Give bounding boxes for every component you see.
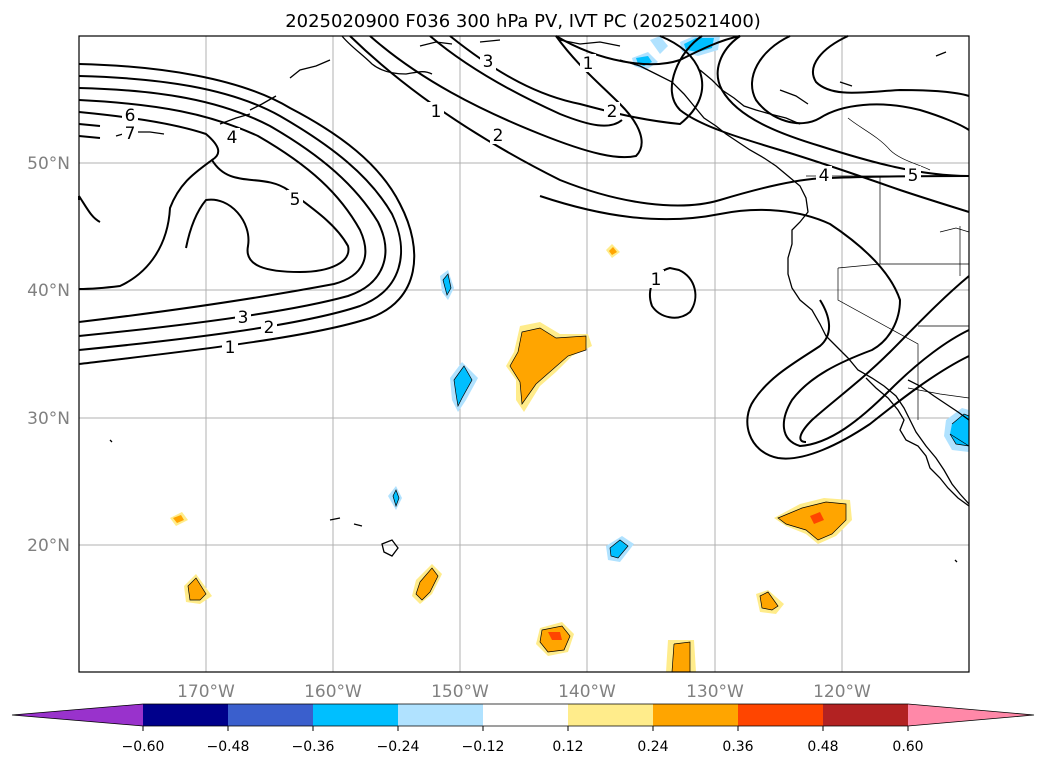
gridlines — [79, 36, 969, 672]
colorbar-segment — [738, 704, 823, 726]
contour-label-2: 2 — [264, 318, 275, 338]
lon-tick-labels: 170°W 160°W 150°W 140°W 130°W 120°W — [177, 682, 871, 702]
lat-tick: 50°N — [27, 154, 70, 174]
colorbar-segment — [228, 704, 313, 726]
colorbar-tick-label: 0.48 — [807, 739, 838, 755]
contour-label-5b: 5 — [908, 166, 919, 186]
lon-tick: 150°W — [431, 682, 489, 702]
lat-tick: 30°N — [27, 409, 70, 429]
colorbar-segment — [568, 704, 653, 726]
colorbar-segment — [823, 704, 908, 726]
contour-label-3: 3 — [238, 308, 249, 328]
lat-tick: 40°N — [27, 281, 70, 301]
lon-tick: 170°W — [177, 682, 235, 702]
colorbar-tick-label: −0.36 — [292, 739, 335, 755]
lat-tick: 20°N — [27, 536, 70, 556]
pv-contours — [78, 35, 970, 460]
colorbar-tick-label: −0.60 — [122, 739, 165, 755]
colorbar-extend-low — [12, 704, 143, 726]
lon-tick: 160°W — [304, 682, 362, 702]
coastlines — [109, 35, 970, 563]
colorbar-segment — [143, 704, 228, 726]
contour-label-4b: 4 — [819, 166, 830, 186]
colorbar-extend-high — [908, 704, 1034, 726]
contour-label-3b: 3 — [483, 52, 494, 72]
colorbar-segment — [313, 704, 398, 726]
colorbar-tick-label: 0.12 — [552, 739, 583, 755]
contour-label-2b: 2 — [493, 126, 504, 146]
colorbar-tick-label: −0.48 — [207, 739, 250, 755]
lat-tick-labels: 50°N 40°N 30°N 20°N — [27, 154, 70, 556]
map-frame — [78, 35, 970, 673]
colorbar-tick-label: −0.12 — [462, 739, 505, 755]
contour-label-1c: 1 — [583, 54, 594, 74]
contour-label-7: 7 — [125, 124, 136, 144]
colorbar-tick-label: 0.60 — [892, 739, 923, 755]
contour-label-1: 1 — [225, 338, 236, 358]
lon-tick: 120°W — [813, 682, 871, 702]
colorbar-tick-label: 0.36 — [722, 739, 753, 755]
ivt-outlines — [187, 273, 970, 673]
contour-label-2c: 2 — [607, 102, 618, 122]
contour-label-1b: 1 — [431, 102, 442, 122]
lon-tick: 130°W — [686, 682, 744, 702]
colorbar-segment — [653, 704, 738, 726]
colorbar: −0.60 −0.48 −0.36 −0.24 −0.12 0.12 0.24 0.36 0.4… — [11, 703, 1035, 755]
colorbar-tick-label: 0.24 — [637, 739, 668, 755]
contour-label-4: 4 — [227, 128, 238, 148]
contour-label-5: 5 — [290, 190, 301, 210]
contour-labels: 6 7 4 5 3 2 1 1 2 3 1 2 4 5 1 — [122, 52, 921, 358]
ivt-shading — [170, 36, 969, 672]
figure-title: 2025020900 F036 300 hPa PV, IVT PC (2025… — [285, 11, 761, 32]
colorbar-segment — [398, 704, 483, 726]
contour-label-6: 6 — [125, 106, 136, 126]
contour-label-1d: 1 — [651, 270, 662, 290]
lon-tick: 140°W — [558, 682, 616, 702]
colorbar-tick-label: −0.24 — [377, 739, 420, 755]
colorbar-segment — [483, 704, 568, 726]
